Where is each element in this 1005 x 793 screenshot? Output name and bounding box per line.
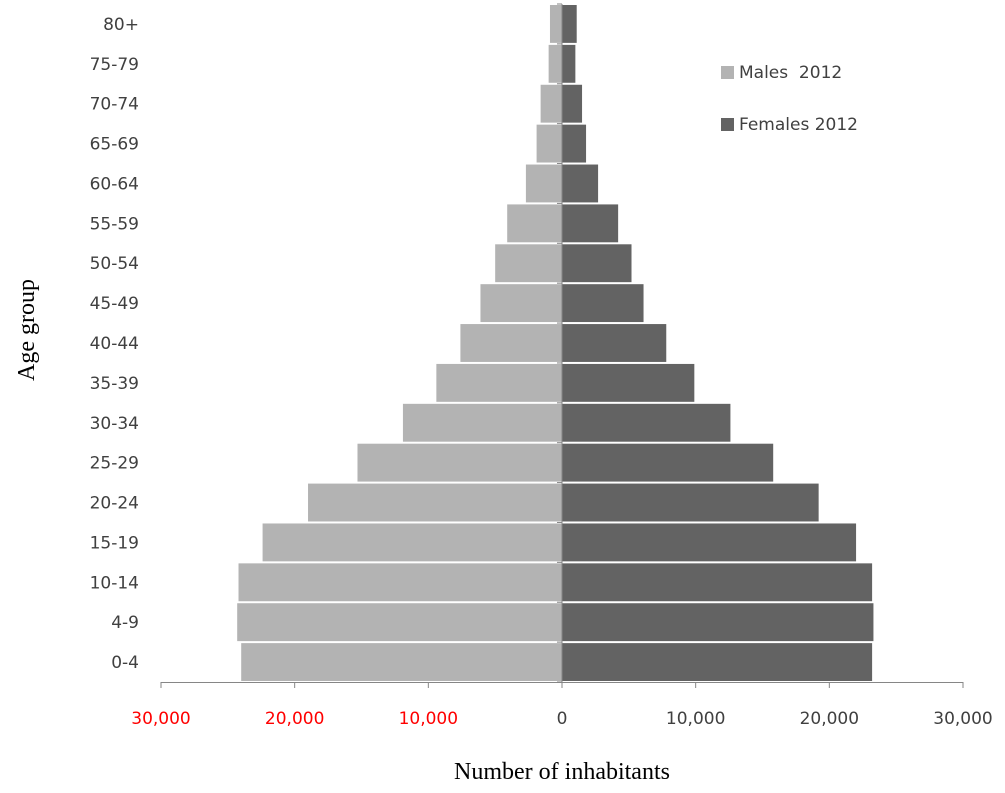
female-bar-0-4 xyxy=(562,643,873,681)
female-bar-25-29 xyxy=(562,443,774,482)
female-bar-65-69 xyxy=(562,124,587,163)
y-tick-label: 50-54 xyxy=(90,254,139,274)
y-tick-label: 25-29 xyxy=(90,454,139,474)
x-tick-label: 20,000 xyxy=(265,709,324,729)
x-tick-label: 30,000 xyxy=(933,709,992,729)
y-tick-label: 70-74 xyxy=(90,95,139,115)
y-tick-label: 10-14 xyxy=(90,573,139,593)
axes-group xyxy=(160,3,964,688)
male-bar-60-64 xyxy=(525,164,562,203)
y-tick-label: 55-59 xyxy=(90,214,139,234)
male-bar-75-79 xyxy=(548,44,562,83)
x-tick-label: 10,000 xyxy=(666,709,725,729)
legend-label: Males 2012 xyxy=(739,63,842,83)
female-bar-80+ xyxy=(562,5,577,43)
male-bar-70-74 xyxy=(540,84,562,123)
male-bar-40-44 xyxy=(460,324,562,362)
male-bar-25-29 xyxy=(357,443,562,482)
male-bar-0-4 xyxy=(241,643,562,681)
y-tick-label: 4-9 xyxy=(111,613,139,633)
female-bar-30-34 xyxy=(562,403,731,442)
legend: Males 2012 Females 2012 xyxy=(721,63,858,135)
female-bar-10-14 xyxy=(562,563,873,602)
male-bar-35-39 xyxy=(436,363,562,402)
y-tick-label: 30-34 xyxy=(90,414,139,434)
female-bar-4-9 xyxy=(562,603,874,642)
male-bar-15-19 xyxy=(262,523,562,562)
male-bar-45-49 xyxy=(480,284,562,323)
female-bar-75-79 xyxy=(562,44,576,83)
y-axis-title: Age group xyxy=(14,279,40,381)
y-tick-label: 15-19 xyxy=(90,533,139,553)
y-tick-label: 0-4 xyxy=(111,653,139,673)
y-tick-label: 40-44 xyxy=(90,334,139,354)
y-tick-label: 65-69 xyxy=(90,135,139,155)
male-bar-20-24 xyxy=(308,483,562,522)
bars-group xyxy=(237,5,874,681)
female-bar-35-39 xyxy=(562,363,695,402)
x-axis-title: Number of inhabitants xyxy=(454,759,670,785)
female-bar-60-64 xyxy=(562,164,599,203)
x-tick-labels: 30,000 20,000 10,000 0 10,000 20,000 30,000 xyxy=(131,709,992,729)
legend-label: Females 2012 xyxy=(739,115,858,135)
y-tick-label: 60-64 xyxy=(90,174,139,194)
y-tick-label: 20-24 xyxy=(90,494,139,514)
x-tick-label: 30,000 xyxy=(131,709,190,729)
male-bar-50-54 xyxy=(495,244,562,283)
female-bar-50-54 xyxy=(562,244,632,283)
x-tick-label: 0 xyxy=(557,709,568,729)
x-tick-label: 10,000 xyxy=(399,709,458,729)
female-bar-55-59 xyxy=(562,204,619,243)
legend-swatch xyxy=(721,66,734,79)
y-tick-labels: 0-4 4-9 10-14 15-19 20-24 25-29 30-34 35-39 40-4… xyxy=(90,15,139,673)
y-tick-label: 35-39 xyxy=(90,374,139,394)
female-bar-40-44 xyxy=(562,324,667,362)
female-bar-45-49 xyxy=(562,284,644,323)
male-bar-80+ xyxy=(549,5,562,43)
male-bar-65-69 xyxy=(536,124,562,163)
female-bar-70-74 xyxy=(562,84,583,123)
male-bar-4-9 xyxy=(237,603,562,642)
male-bar-55-59 xyxy=(507,204,562,243)
male-bar-30-34 xyxy=(402,403,562,442)
y-tick-label: 45-49 xyxy=(90,294,139,314)
female-bar-15-19 xyxy=(562,523,857,562)
male-bar-10-14 xyxy=(238,563,562,602)
x-tick-label: 20,000 xyxy=(800,709,859,729)
y-tick-label: 80+ xyxy=(103,15,139,35)
female-bar-20-24 xyxy=(562,483,819,522)
legend-swatch xyxy=(721,118,734,131)
y-tick-label: 75-79 xyxy=(90,55,139,75)
